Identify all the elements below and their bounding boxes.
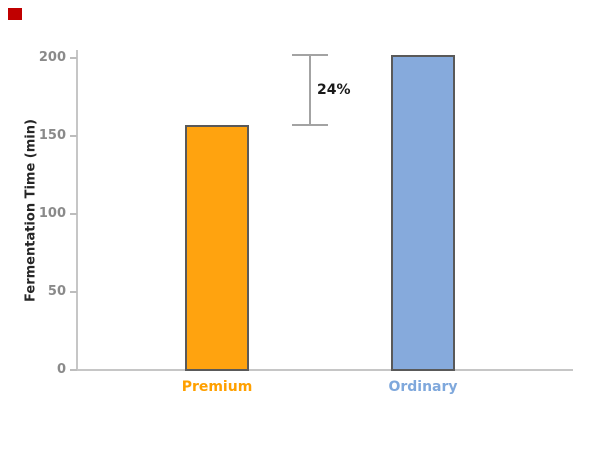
y-tick-label: 0: [56, 362, 66, 377]
y-axis-line: [76, 50, 78, 370]
y-tick-label: 150: [38, 127, 66, 143]
y-tick-mark: [70, 290, 77, 293]
red-marker-square: [8, 8, 22, 20]
y-tick-mark: [70, 56, 77, 59]
y-tick-label: 100: [38, 205, 66, 221]
difference-annotation: 24%: [317, 81, 351, 98]
x-category-label-premium: Premium: [181, 379, 253, 395]
y-tick-label: 200: [38, 49, 66, 65]
bracket-v: [309, 54, 311, 125]
y-tick-mark: [70, 212, 77, 215]
y-tick-mark: [70, 134, 77, 137]
bar-premium: [185, 124, 249, 371]
bar-ordinary: [391, 54, 455, 371]
y-tick-mark: [70, 369, 77, 371]
bracket-capTop: [292, 53, 328, 56]
y-tick-label: 50: [47, 283, 66, 299]
bracket-capBot: [292, 123, 328, 126]
x-axis-line: [77, 369, 573, 371]
x-category-label-ordinary: Ordinary: [388, 379, 458, 395]
